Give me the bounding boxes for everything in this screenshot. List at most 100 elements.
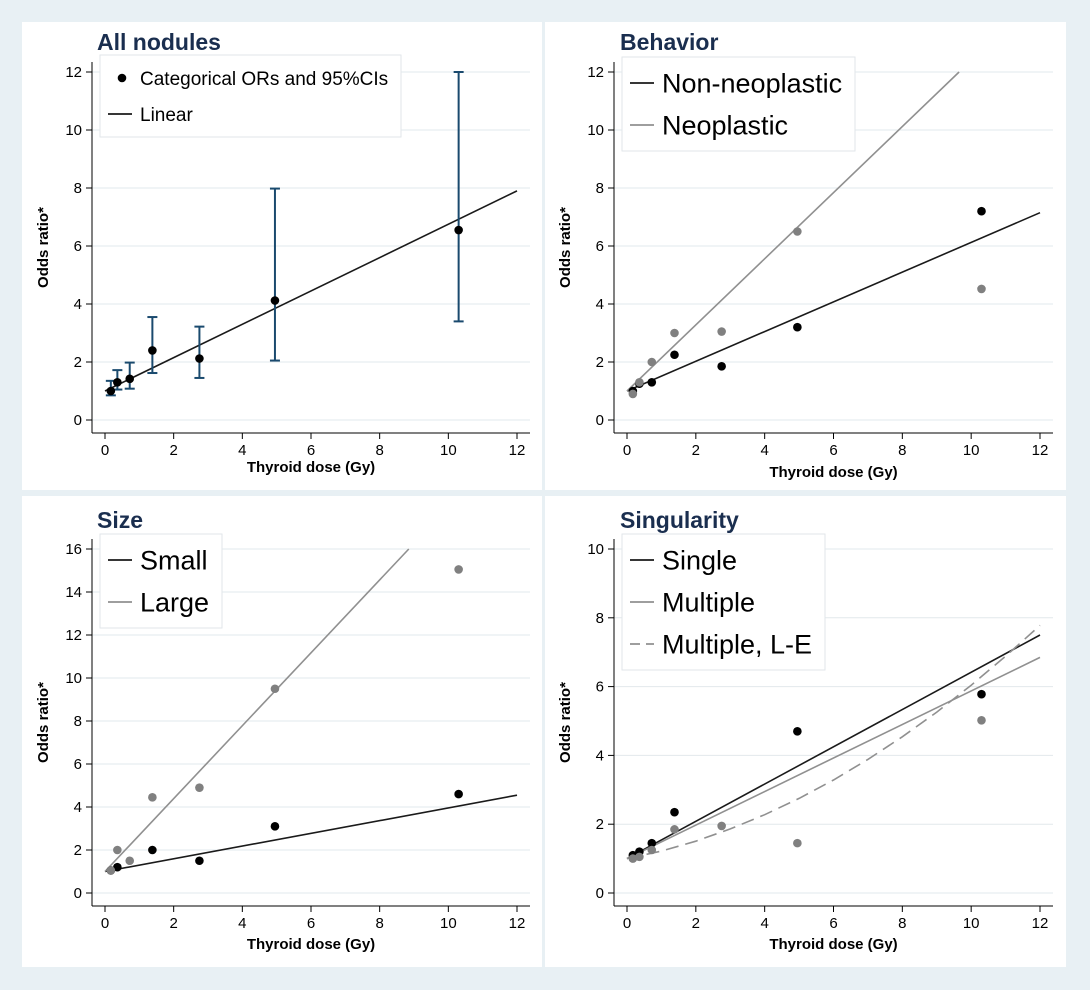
x-axis-label: Thyroid dose (Gy) [769,464,897,481]
x-tick-label: 8 [375,915,383,932]
legend-label: Single [662,546,737,576]
fit-line-1 [626,211,1041,392]
legend-label: Multiple [662,588,755,618]
x-axis-label: Thyroid dose (Gy) [769,936,897,953]
plot-area [626,624,1041,863]
data-point-1 [647,378,657,387]
data-point-1 [270,822,280,831]
y-tick-label: 8 [74,180,82,197]
y-tick-label: 12 [65,627,82,644]
data-point-1 [113,378,122,387]
data-point-1 [148,346,157,355]
y-tick-label: 6 [74,238,82,255]
y-tick-label: 2 [74,354,82,371]
data-point-2 [670,328,679,338]
legend-box [99,533,223,629]
data-point-2 [717,821,726,831]
data-point-1 [977,206,986,216]
data-point-1 [195,856,204,866]
data-point-1 [454,225,463,235]
legend: Non-neoplastic Neoplastic [621,56,856,152]
legend-label: Linear [140,105,193,126]
y-tick-label: 4 [74,296,82,313]
data-point-1 [793,727,802,736]
y-tick-label: 8 [74,713,82,730]
data-point-2 [106,866,116,875]
data-point-1 [125,374,135,384]
data-point-1 [195,354,204,363]
legend: Categorical ORs and 95%CIs Linear [99,54,402,138]
x-tick-label: 10 [440,442,457,459]
y-axis-label: Odds ratio* [35,682,52,763]
data-point-1 [270,296,280,305]
x-tick-label: 6 [307,442,315,459]
plot-area [104,548,518,875]
data-point-2 [647,845,657,855]
data-point-2 [195,783,204,792]
panel-title: Size [97,507,143,533]
data-point-1 [670,350,679,360]
x-tick-label: 10 [440,915,457,932]
x-tick-label: 8 [375,442,383,459]
panel-title: All nodules [97,29,221,55]
legend-label: Neoplastic [662,111,788,141]
data-point-1 [647,838,657,848]
fit-line-2 [626,71,960,392]
data-point-2 [977,716,986,725]
y-tick-label: 10 [65,122,82,139]
y-tick-label: 0 [596,885,604,902]
data-point-2 [454,565,463,574]
x-tick-label: 0 [623,442,631,459]
data-point-1 [670,807,679,817]
y-tick-label: 6 [596,679,604,696]
legend-box [99,54,402,138]
x-tick-label: 6 [307,915,315,932]
data-point-1 [106,386,116,396]
y-tick-label: 4 [74,799,82,816]
data-point-2 [635,852,644,862]
data-point-2 [793,227,802,236]
x-tick-label: 12 [1032,915,1049,932]
y-tick-label: 0 [74,885,82,902]
panel-1: 0 2 4 6 8 10 12 0 2 4 6 8 10 12 All nodules Thyroid dos… [22,22,542,490]
x-tick-label: 2 [169,442,177,459]
x-tick-label: 4 [760,915,768,932]
legend-label: Large [140,588,209,618]
x-tick-label: 4 [238,915,246,932]
x-axis-label: Thyroid dose (Gy) [247,936,375,953]
data-point-2 [717,327,726,336]
data-point-1 [148,845,157,855]
x-tick-label: 12 [509,442,526,459]
data-point-1 [717,362,726,371]
data-point-2 [647,357,657,367]
y-axis-label: Odds ratio* [557,207,574,288]
fit-line-2 [104,548,410,873]
y-tick-label: 2 [596,354,604,371]
x-tick-label: 8 [898,442,906,459]
x-tick-label: 8 [898,915,906,932]
data-point-1 [454,789,463,799]
y-axis-label: Odds ratio* [35,207,52,288]
y-tick-label: 10 [65,670,82,687]
data-point-2 [113,845,122,855]
fit-line-1 [104,794,518,873]
data-point-2 [628,854,638,863]
y-tick-label: 4 [596,747,604,764]
y-tick-label: 2 [596,816,604,833]
legend-box [621,56,856,152]
data-point-2 [670,825,679,834]
legend-label: Small [140,546,208,576]
y-axis-label: Odds ratio* [557,682,574,763]
x-tick-label: 2 [169,915,177,932]
y-tick-label: 8 [596,180,604,197]
data-point-2 [125,856,135,866]
panel-title: Behavior [620,29,718,55]
data-point-2 [635,378,644,387]
x-tick-label: 0 [623,915,631,932]
x-tick-label: 4 [760,442,768,459]
x-tick-label: 2 [692,915,700,932]
x-tick-label: 10 [963,442,980,459]
data-point-2 [977,284,986,294]
legend-box [621,533,826,671]
